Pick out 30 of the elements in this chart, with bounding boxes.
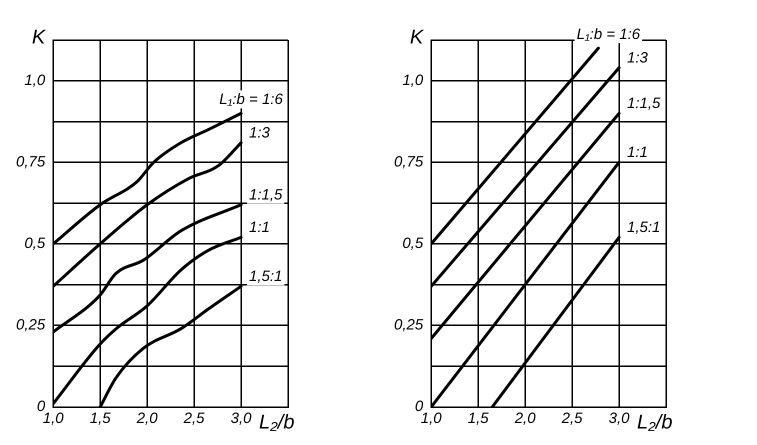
- series-label: 1,5:1: [249, 268, 282, 285]
- y-axis-title: K: [410, 26, 425, 49]
- series-label: L₁:b = 1:6: [576, 26, 641, 43]
- x-axis-title: L₂/b: [637, 412, 672, 434]
- series-label: L₁:b = 1:6: [219, 91, 284, 108]
- y-tick-label: 1,0: [402, 72, 424, 89]
- y-tick-label: 0,25: [16, 316, 46, 334]
- x-tick-label: 2,5: [182, 410, 206, 428]
- x-tick-label: 2,0: [136, 410, 158, 428]
- y-tick-label: 0,75: [16, 154, 46, 171]
- series-label: 1:3: [249, 124, 271, 142]
- series-label: 1,5:1: [627, 219, 660, 236]
- x-tick-label: 3,0: [608, 410, 630, 428]
- y-tick-label: 1,0: [24, 72, 46, 89]
- x-tick-label: 1,5: [468, 410, 490, 428]
- x-tick-label: 1,5: [90, 410, 112, 428]
- y-tick-label: 0,25: [394, 316, 424, 334]
- x-tick-label: 2,5: [560, 410, 584, 428]
- series-label: 1:1: [249, 219, 270, 236]
- y-tick-label: 0,5: [24, 235, 46, 252]
- x-axis-title: L₂/b: [259, 412, 294, 434]
- x-tick-label: 3,0: [230, 410, 252, 428]
- series-label: 1:1: [627, 144, 648, 162]
- y-tick-label: 0,5: [402, 235, 424, 252]
- series-label: 1:1,5: [627, 95, 662, 112]
- y-axis-title: K: [32, 26, 47, 49]
- series-label: 1:1,5: [249, 186, 284, 204]
- series-label: 1:3: [627, 49, 649, 66]
- x-tick-label: 2,0: [514, 410, 536, 428]
- y-tick-label: 0,75: [394, 154, 424, 171]
